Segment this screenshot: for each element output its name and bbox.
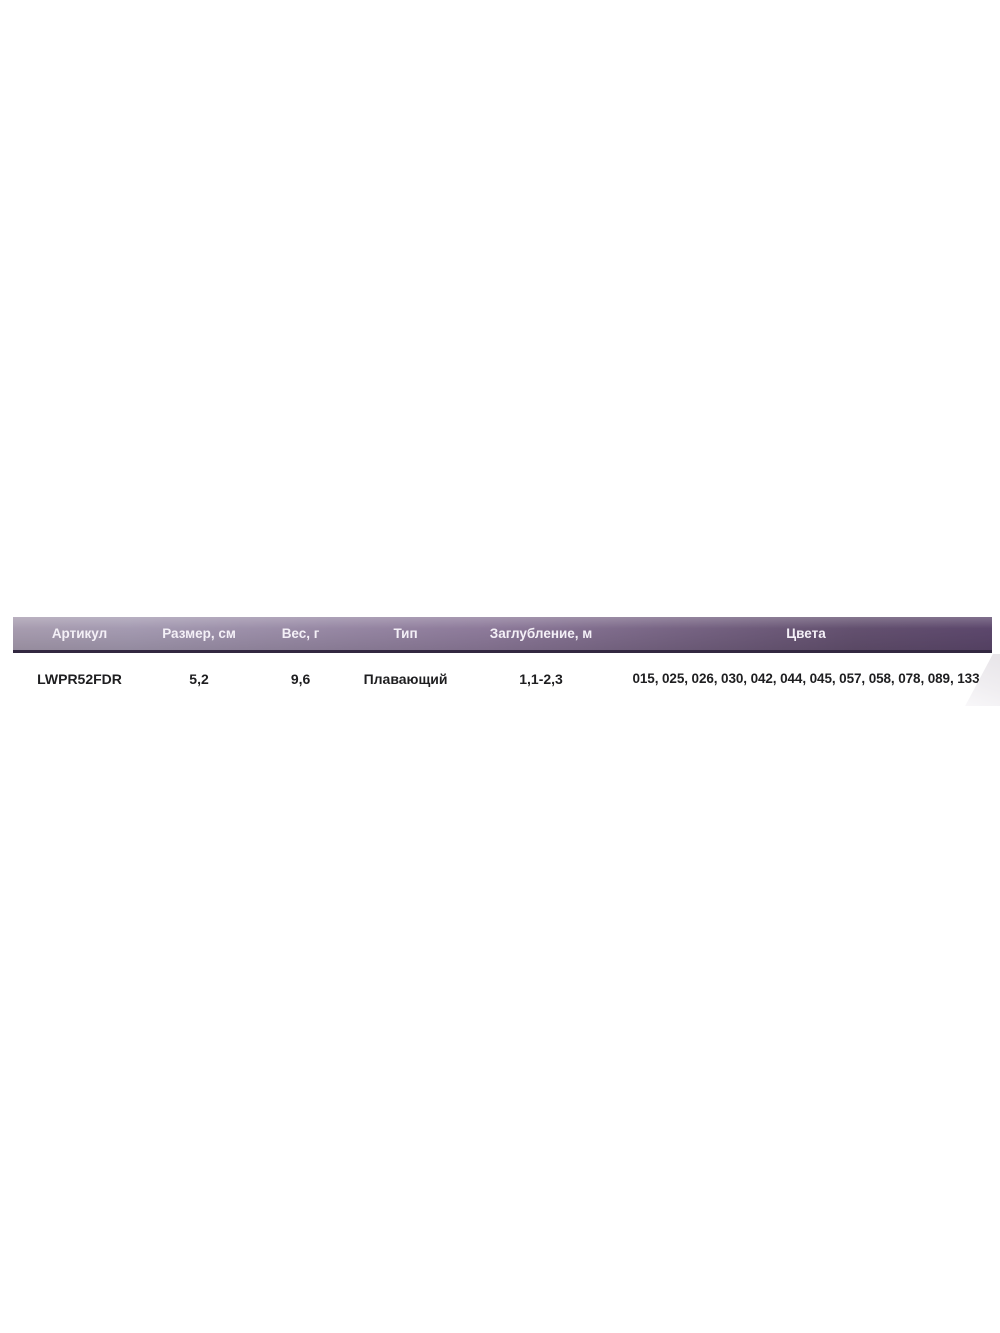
cell-type: Плавающий <box>363 671 448 687</box>
cell-weight: 9,6 <box>290 671 311 687</box>
product-spec-table: Артикул Размер, см Вес, г Тип Заглублени… <box>13 617 992 693</box>
column-header-size: Размер, см <box>162 626 236 641</box>
column-header-colors: Цвета <box>786 626 826 641</box>
column-header-type: Тип <box>393 626 418 641</box>
table-header-row: Артикул Размер, см Вес, г Тип Заглублени… <box>13 617 992 653</box>
table-row: LWPR52FDR 5,2 9,6 Плавающий 1,1-2,3 015,… <box>13 653 992 693</box>
column-header-depth: Заглубление, м <box>489 626 593 641</box>
column-header-weight: Вес, г <box>281 626 320 641</box>
cell-size: 5,2 <box>189 671 209 687</box>
column-header-article: Артикул <box>51 626 108 641</box>
cell-article: LWPR52FDR <box>37 671 122 687</box>
cell-colors: 015, 025, 026, 030, 042, 044, 045, 057, … <box>632 671 980 686</box>
cell-depth: 1,1-2,3 <box>519 671 563 687</box>
